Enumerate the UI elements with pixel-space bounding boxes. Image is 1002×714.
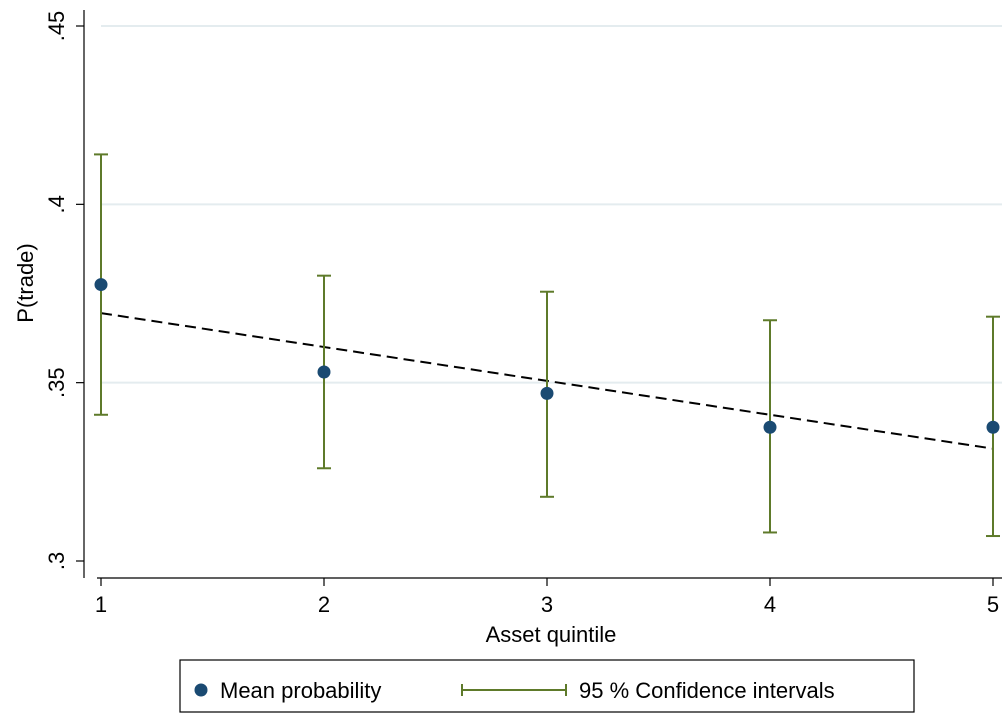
legend-marker-mean-probability [194,683,208,697]
legend-box [179,659,915,713]
grid-lines [101,25,1002,384]
axes [76,10,1002,586]
mean-point [94,278,108,292]
x-tick-label: 4 [764,592,776,617]
y-tick-label: .4 [44,195,69,213]
y-axis-title: P(trade) [13,243,38,322]
legend: Mean probability 95 % Confidence interva… [179,659,915,713]
mean-point [986,420,1000,434]
y-tick-label: .3 [44,552,69,570]
legend-label-confidence-intervals: 95 % Confidence intervals [579,678,835,703]
x-tick-label: 3 [541,592,553,617]
mean-point [763,420,777,434]
x-tick-label: 2 [318,592,330,617]
y-tick-label: .45 [44,11,69,42]
y-tick-label: .35 [44,367,69,398]
legend-label-mean-probability: Mean probability [220,678,381,703]
mean-point [540,386,554,400]
mean-point [317,365,331,379]
x-tick-label: 1 [95,592,107,617]
x-axis-title: Asset quintile [486,622,617,647]
legend-marker-confidence-intervals [461,684,567,696]
confidence-intervals [94,153,1000,538]
mean-points [94,278,1000,434]
x-tick-label: 5 [987,592,999,617]
tick-labels: .3 .35 .4 .45 1 2 3 4 5 [44,11,999,617]
